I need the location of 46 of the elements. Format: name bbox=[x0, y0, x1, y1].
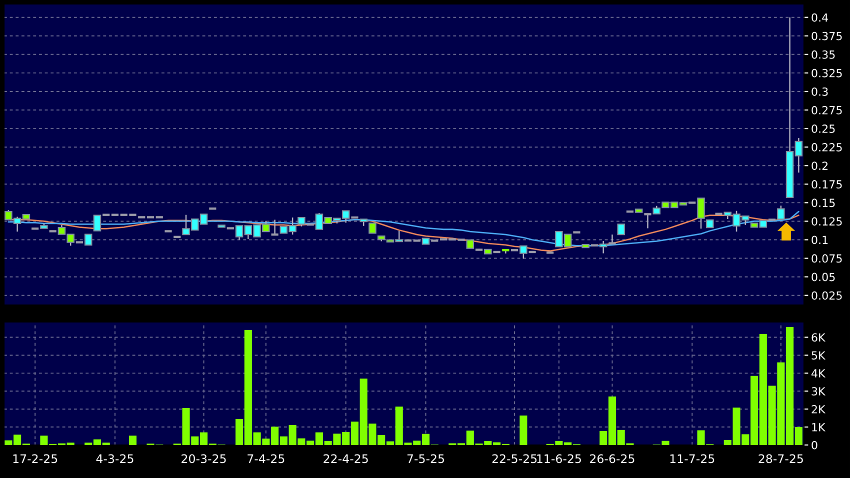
bar bbox=[128, 436, 137, 445]
y-tick-label: 0.35 bbox=[812, 50, 835, 59]
y-tick-label: 0.4 bbox=[812, 13, 828, 22]
y-tick-label: 0.05 bbox=[812, 272, 835, 282]
y-tick-label: 0.325 bbox=[812, 68, 842, 78]
candlestick bbox=[777, 205, 785, 220]
candlestick bbox=[84, 234, 92, 246]
y-tick-label: 6K bbox=[812, 333, 826, 342]
x-tick-label: 22-4-25 bbox=[324, 454, 368, 464]
y-tick-label: 0.3 bbox=[812, 87, 828, 96]
bar bbox=[520, 416, 528, 445]
y-tick-label: 2K bbox=[812, 405, 826, 414]
y-tick-label: 0 bbox=[812, 440, 818, 450]
y-tick-label: 0.175 bbox=[812, 180, 842, 189]
y-tick-label: 0.1 bbox=[812, 236, 828, 244]
y-tick-label: 0.125 bbox=[812, 217, 842, 226]
x-tick-label: 11-6-25 bbox=[537, 454, 581, 464]
x-tick-label: 4-3-25 bbox=[96, 454, 134, 464]
x-tick-label: 11-7-25 bbox=[670, 454, 714, 464]
candlestick bbox=[93, 214, 102, 232]
x-tick-label: 7-4-25 bbox=[248, 454, 284, 464]
y-tick-label: 0.075 bbox=[812, 254, 842, 263]
x-tick-label: 20-3-25 bbox=[182, 454, 226, 464]
y-tick-label: 0.2 bbox=[812, 162, 828, 170]
candlestick bbox=[643, 213, 652, 229]
candlestick bbox=[368, 222, 376, 234]
y-tick-label: 1K bbox=[812, 423, 826, 432]
y-tick-label: 4K bbox=[811, 369, 826, 378]
x-tick-label: 7-5-25 bbox=[407, 454, 444, 464]
x-tick-label: 22-5-25 bbox=[492, 454, 537, 464]
y-tick-label: 0.275 bbox=[812, 106, 842, 114]
candlestick bbox=[697, 198, 705, 230]
y-tick-label: 3K bbox=[812, 387, 826, 396]
candlestick bbox=[599, 240, 608, 254]
x-tick-label: 17-2-25 bbox=[13, 454, 58, 464]
y-tick-label: 0.025 bbox=[812, 291, 842, 300]
y-tick-label: 0.375 bbox=[812, 32, 842, 40]
y-tick-label: 0.225 bbox=[812, 143, 842, 152]
candlestick bbox=[617, 224, 625, 236]
x-tick-label: 26-6-25 bbox=[590, 454, 634, 464]
y-tick-label: 0.25 bbox=[812, 124, 835, 133]
y-tick-label: 0.15 bbox=[812, 198, 835, 208]
candlestick bbox=[608, 234, 617, 244]
x-tick-label: 28-7-25 bbox=[758, 454, 803, 464]
y-tick-label: 5K bbox=[812, 351, 826, 360]
candlestick bbox=[520, 245, 528, 260]
